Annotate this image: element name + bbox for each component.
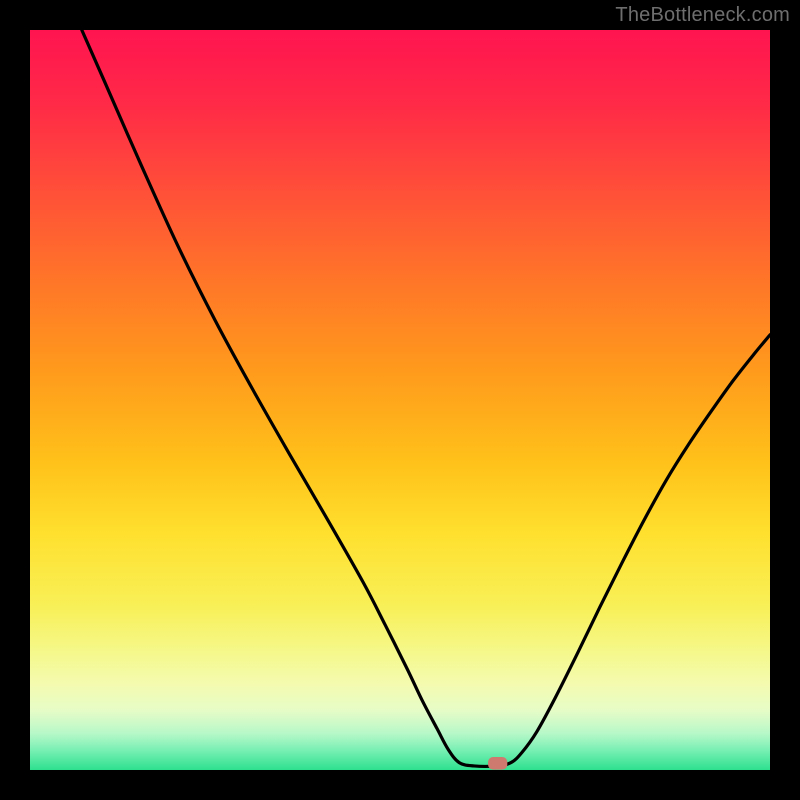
bottleneck-chart [0, 0, 800, 800]
optimum-marker [488, 757, 507, 770]
chart-frame: TheBottleneck.com [0, 0, 800, 800]
plot-background-gradient [30, 30, 770, 770]
